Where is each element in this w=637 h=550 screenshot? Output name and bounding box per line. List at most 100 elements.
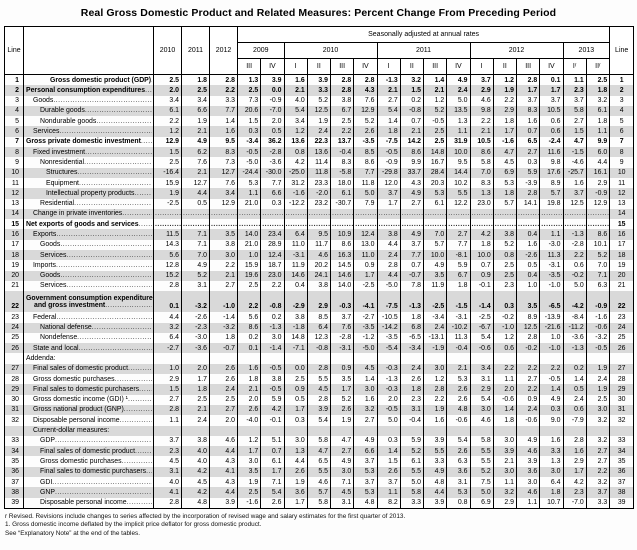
value-cell: -3.4 bbox=[236, 136, 261, 148]
value-cell: ........... bbox=[399, 208, 424, 220]
dot-leader bbox=[79, 345, 152, 352]
value-cell: -5.0 bbox=[236, 157, 261, 168]
value-cell: 4.5 bbox=[353, 363, 377, 375]
value-cell: ........... bbox=[446, 208, 470, 220]
value-cell: 0.2 bbox=[562, 363, 587, 375]
value-cell: 4.3 bbox=[399, 177, 424, 189]
value-cell: 3.7 bbox=[399, 239, 424, 251]
value-cell: 2.2 bbox=[153, 116, 182, 127]
value-cell: 2.3 bbox=[399, 394, 424, 405]
value-cell: 2.5 bbox=[153, 157, 182, 168]
row-label: Structures bbox=[23, 167, 154, 178]
label-column-header bbox=[23, 26, 154, 75]
value-cell: -2.5 bbox=[469, 312, 494, 323]
table-row: 22 Government consumption expenditures and… bbox=[4, 291, 634, 313]
value-cell: 10.7 bbox=[539, 497, 563, 509]
value-cell: 5.7 bbox=[539, 188, 563, 199]
value-cell: 2.3 bbox=[153, 446, 182, 457]
value-cell bbox=[539, 425, 563, 436]
value-cell: 3.2 bbox=[492, 487, 517, 498]
value-cell: 0.2 bbox=[260, 312, 284, 323]
table-row: 24 National defense 3.2-2.3-3.28.6-1.3-1.8… bbox=[4, 322, 634, 333]
value-cell: -30.0 bbox=[260, 167, 284, 178]
value-cell: 12.0 bbox=[376, 177, 401, 189]
line-number-cell-right: 25 bbox=[609, 332, 634, 344]
value-cell: 3.9 bbox=[306, 404, 331, 416]
row-label: GNP bbox=[23, 487, 154, 498]
value-cell: 9.5 bbox=[209, 136, 238, 148]
value-cell: ........... bbox=[515, 219, 540, 230]
row-label: Gross private domestic investment bbox=[23, 136, 154, 148]
value-cell: 3.3 bbox=[422, 456, 447, 467]
line-number-cell-right: 6 bbox=[609, 126, 634, 137]
row-label-text: Goods bbox=[33, 97, 54, 105]
value-cell: -14.2 bbox=[376, 322, 401, 333]
value-cell: 36.2 bbox=[260, 136, 284, 148]
line-number-cell: 2 bbox=[4, 85, 24, 96]
value-cell: 2.7 bbox=[209, 280, 238, 292]
value-cell: 3.1 bbox=[329, 497, 354, 509]
line-header-right: Line bbox=[609, 26, 635, 75]
value-cell: 4.0 bbox=[153, 476, 182, 488]
value-cell: 0.8 bbox=[492, 250, 517, 261]
value-cell: 4.2 bbox=[283, 157, 308, 168]
value-cell: 1.6 bbox=[539, 435, 563, 447]
value-cell bbox=[153, 425, 182, 436]
value-cell: 4.9 bbox=[422, 466, 447, 477]
value-cell: 7.7 bbox=[399, 250, 424, 261]
value-cell: -0.4 bbox=[446, 343, 470, 354]
line-number-cell: 33 bbox=[4, 435, 24, 447]
value-cell: 1.8 bbox=[181, 384, 210, 395]
value-cell: -3.6 bbox=[181, 343, 210, 354]
value-cell: 4.6 bbox=[469, 415, 494, 426]
value-cell: -6.5 bbox=[399, 332, 424, 344]
line-number-cell-right: 22 bbox=[609, 291, 634, 313]
quarter-header: III bbox=[515, 58, 541, 75]
value-cell: 12.5 bbox=[306, 105, 331, 117]
value-cell: 3.2 bbox=[153, 322, 182, 333]
value-cell: -2.5 bbox=[353, 280, 377, 292]
dot-leader bbox=[66, 252, 152, 259]
value-cell: 9.8 bbox=[469, 105, 494, 117]
value-cell: 4.0 bbox=[181, 456, 210, 467]
value-cell: 1.6 bbox=[353, 394, 377, 405]
quarter-header: III bbox=[422, 58, 448, 75]
row-label: Residential bbox=[23, 198, 154, 209]
value-cell: 2.6 bbox=[329, 404, 354, 416]
value-cell: 0.7 bbox=[515, 126, 540, 137]
line-number-cell-right: 35 bbox=[609, 456, 634, 467]
value-cell: 2.6 bbox=[260, 497, 284, 509]
value-cell: -7.0 bbox=[562, 497, 587, 509]
value-cell: ........... bbox=[422, 219, 447, 230]
value-cell: 21.0 bbox=[236, 198, 261, 209]
value-cell: 1.2 bbox=[283, 126, 308, 137]
line-number-cell: 20 bbox=[4, 270, 24, 281]
value-cell bbox=[236, 353, 261, 364]
value-cell: 0.7 bbox=[399, 260, 424, 271]
value-cell: 2.2 bbox=[329, 126, 354, 137]
value-cell: ........... bbox=[492, 208, 517, 220]
footnotes: r Revised. Revisions include changes to … bbox=[5, 513, 637, 539]
value-cell: 2.2 bbox=[469, 116, 494, 127]
value-cell: 0.9 bbox=[515, 394, 540, 405]
value-cell: 11.8 bbox=[353, 177, 377, 189]
value-cell bbox=[492, 425, 517, 436]
value-cell: 8.5 bbox=[306, 312, 331, 323]
line-number-cell: 29 bbox=[4, 384, 24, 395]
value-cell: 3.5 bbox=[422, 270, 447, 281]
value-cell: ........... bbox=[236, 208, 261, 220]
value-cell: 1.8 bbox=[376, 126, 401, 137]
line-number-cell: 30 bbox=[4, 394, 24, 405]
table-row: 6Services1.22.11.60.30.51.22.42.22.61.82… bbox=[4, 126, 634, 137]
table-row: 25 Nondefense 6.4-3.01.80.23.014.812.3-2.8… bbox=[4, 332, 634, 344]
value-cell: 4.3 bbox=[209, 456, 238, 467]
value-cell: -2.5 bbox=[153, 198, 182, 209]
line-number-cell: 17 bbox=[4, 239, 24, 251]
value-cell: 1.9 bbox=[153, 188, 182, 199]
value-cell: 6.0 bbox=[585, 147, 610, 158]
row-label-text: Intellectual property products bbox=[46, 189, 135, 197]
value-cell: 8.5 bbox=[353, 147, 377, 158]
value-cell: 6.4 bbox=[539, 476, 563, 488]
